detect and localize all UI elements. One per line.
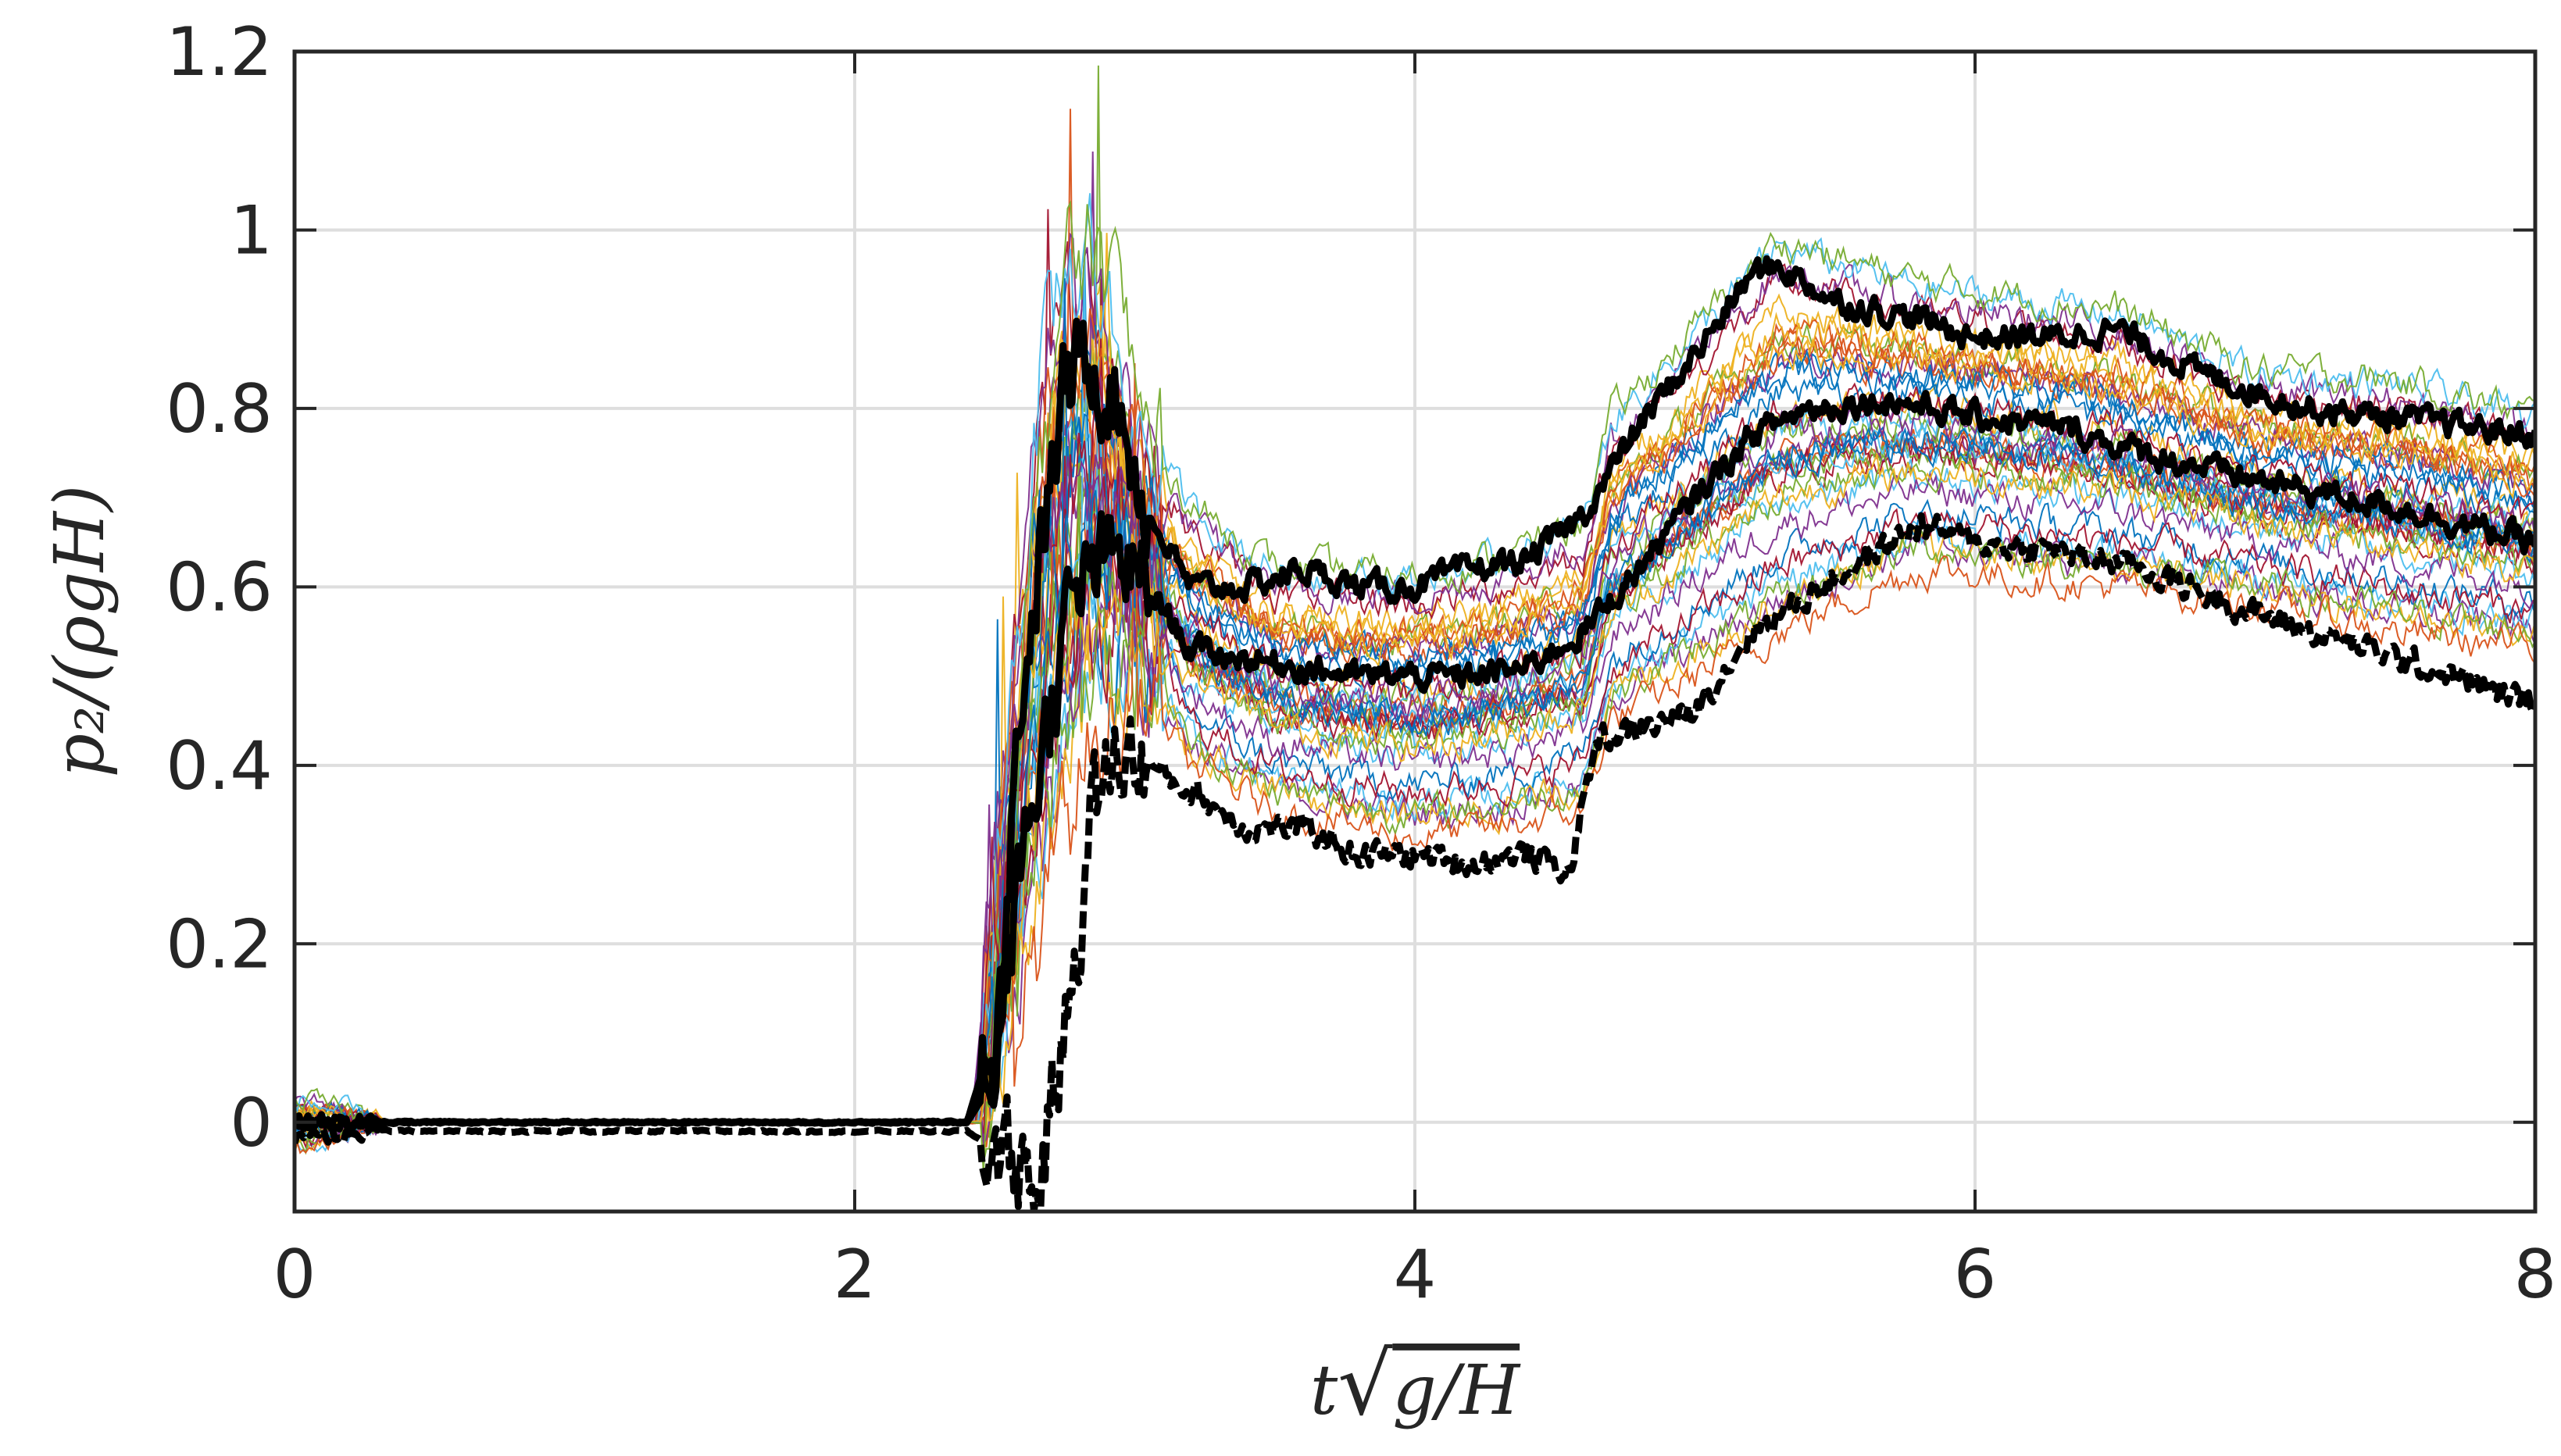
y-tick-label: 1 [230, 191, 273, 269]
x-tick-label: 2 [834, 1236, 877, 1314]
x-tick-label: 0 [273, 1236, 316, 1314]
y-axis-label: p₂/(ρgH) [39, 485, 120, 778]
y-tick-label: 1.2 [166, 13, 273, 91]
envelope-series [295, 255, 2535, 1212]
y-tick-label: 0 [230, 1084, 273, 1162]
x-tick-label: 8 [2514, 1236, 2557, 1314]
x-axis-label: t√g/H [1310, 1334, 1521, 1434]
y-tick-label: 0.8 [166, 370, 273, 448]
x-tick-label: 4 [1394, 1236, 1437, 1314]
x-tick-label: 6 [1954, 1236, 1997, 1314]
y-tick-label: 0.2 [166, 905, 273, 983]
envelope-line [295, 390, 2535, 1133]
y-tick-label: 0.4 [166, 727, 273, 805]
y-tick-label: 0.6 [166, 548, 273, 626]
axis-ticks: 0 2 4 6 8 0 0.2 0.4 0.6 0.8 1 1.2 [166, 13, 2556, 1314]
envelope-line [295, 512, 2535, 1212]
